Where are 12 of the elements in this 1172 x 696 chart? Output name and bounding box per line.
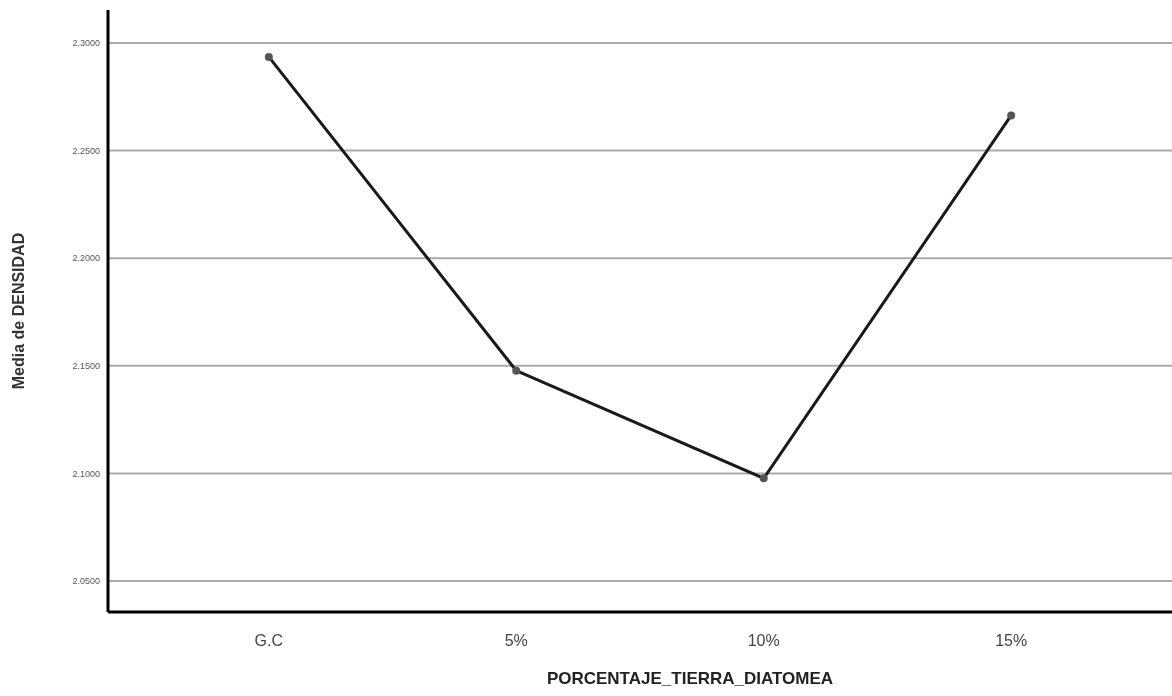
y-tick-label: 2.3000 [72,38,100,49]
y-tick-label: 2.1000 [72,468,100,479]
x-tick-label: 10% [747,631,780,649]
x-tick-label: G.C [254,631,284,649]
x-tick-label: 5% [504,631,528,649]
y-tick-label: 2.0500 [72,576,100,587]
x-tick-label: 15% [995,631,1028,649]
y-tick-label: 2.1500 [72,360,100,371]
y-tick-label: 2.2000 [72,253,100,264]
x-axis-title: PORCENTAJE_TIERRA_DIATOMEA [546,669,834,688]
y-tick-label: 2.2500 [72,145,100,156]
y-axis-title: Media de DENSIDAD [10,232,27,390]
